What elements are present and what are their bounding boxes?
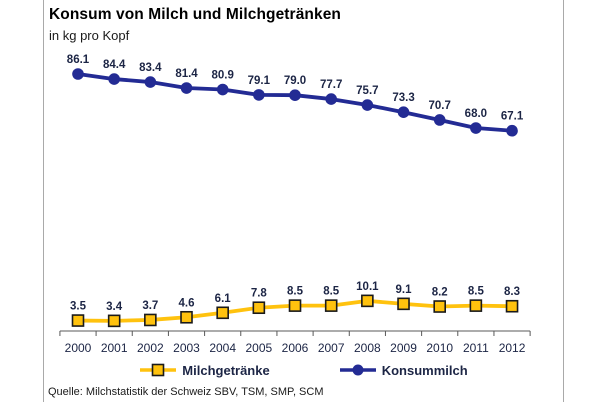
chart-title: Konsum von Milch und Milchgetränken xyxy=(49,6,341,23)
x-tick-label: 2012 xyxy=(499,341,526,355)
milchgetraenke-point xyxy=(71,314,85,327)
konsummilch-point xyxy=(216,83,229,96)
milchgetraenke-point xyxy=(397,297,410,311)
konsummilch-value-label: 86.1 xyxy=(67,54,90,66)
x-tick-label: 2011 xyxy=(463,341,489,355)
line-chart: 2000 2001 2002 2003 2004 2005 2006 2007 2008 2009… xyxy=(59,54,531,355)
milchgetraenke-point xyxy=(469,299,483,312)
konsummilch-point xyxy=(433,114,446,126)
milchgetraenke-value-label: 7.8 xyxy=(251,288,268,300)
milchgetraenke-value-label: 8.5 xyxy=(287,286,304,298)
konsummilch-point xyxy=(289,89,301,101)
milchgetraenke-point xyxy=(433,300,447,313)
milchgetraenke-value-label: 6.1 xyxy=(215,293,232,305)
chart-legend: Milchgetränke Konsummilch xyxy=(44,360,564,380)
konsummilch-value-label: 80.9 xyxy=(211,70,233,82)
milchgetraenke-value-label: 8.5 xyxy=(323,286,340,298)
left-column-rule xyxy=(43,0,44,402)
milchgetraenke-value-label: 3.7 xyxy=(142,300,158,312)
milchgetraenke-value-label: 8.3 xyxy=(504,286,520,298)
konsummilch-point xyxy=(180,82,193,94)
legend-swatch-konsummilch-icon xyxy=(339,364,376,376)
legend-circle-marker-icon xyxy=(352,364,364,376)
konsummilch-point xyxy=(397,106,410,119)
x-tick-label: 2006 xyxy=(282,341,309,355)
konsummilch-value-label: 83.4 xyxy=(139,62,162,74)
milchgetraenke-point xyxy=(180,310,193,324)
milchgetraenke-value-label: 3.5 xyxy=(70,301,87,313)
konsummilch-value-label: 70.7 xyxy=(429,100,451,112)
konsummilch-value-label: 84.4 xyxy=(103,59,126,71)
konsummilch-point xyxy=(253,89,265,101)
milchgetraenke-value-label: 8.2 xyxy=(432,287,448,299)
konsummilch-point xyxy=(72,68,84,80)
konsummilch-value-label: 75.7 xyxy=(356,85,378,97)
milchgetraenke-point xyxy=(252,301,266,315)
konsummilch-value-label: 81.4 xyxy=(175,68,198,80)
x-tick-label: 2009 xyxy=(390,341,417,355)
legend-item-milchgetraenke: Milchgetränke xyxy=(140,362,270,378)
legend-label-milchgetraenke: Milchgetränke xyxy=(182,362,270,378)
milchgetraenke-point xyxy=(107,314,121,328)
milchgetraenke-point xyxy=(288,299,302,312)
legend-square-marker-icon xyxy=(151,363,165,377)
milchgetraenke-point xyxy=(144,313,157,327)
milchgetraenke-value-label: 8.5 xyxy=(468,286,485,298)
right-column-rule xyxy=(563,0,564,402)
milchgetraenke-point xyxy=(361,294,374,308)
milchgetraenke-point xyxy=(216,306,229,320)
x-tick-label: 2008 xyxy=(354,341,381,355)
konsummilch-point xyxy=(108,73,120,85)
x-tick-label: 2005 xyxy=(245,341,272,355)
legend-item-konsummilch: Konsummilch xyxy=(339,362,468,378)
milchgetraenke-value-label: 9.1 xyxy=(396,284,413,296)
chart-subtitle: in kg pro Kopf xyxy=(49,28,130,43)
x-tick-label: 2004 xyxy=(209,341,236,355)
konsummilch-value-label: 79.0 xyxy=(284,75,306,87)
x-tick-label: 2010 xyxy=(426,341,453,355)
konsummilch-value-label: 77.7 xyxy=(320,79,342,91)
milchgetraenke-point xyxy=(324,299,338,312)
konsummilch-value-label: 68.0 xyxy=(465,108,487,120)
milchgetraenke-value-label: 3.4 xyxy=(106,301,123,313)
milchgetraenke-value-label: 4.6 xyxy=(179,297,195,309)
x-tick-label: 2003 xyxy=(173,341,200,355)
konsummilch-point xyxy=(470,122,482,134)
konsummilch-point xyxy=(144,76,157,88)
konsummilch-value-label: 67.1 xyxy=(501,111,524,123)
milchgetraenke-point xyxy=(505,299,519,313)
konsummilch-value-label: 79.1 xyxy=(248,75,271,87)
konsummilch-point xyxy=(361,99,374,111)
konsummilch-value-label: 73.3 xyxy=(392,92,414,104)
x-tick-label: 2007 xyxy=(318,341,345,355)
x-tick-label: 2002 xyxy=(137,341,164,355)
konsummilch-point xyxy=(506,124,518,137)
legend-label-konsummilch: Konsummilch xyxy=(381,362,468,378)
x-tick-label: 2001 xyxy=(101,341,128,355)
konsummilch-point xyxy=(325,93,337,105)
x-tick-label: 2000 xyxy=(65,341,92,355)
source-attribution: Quelle: Milchstatistik der Schweiz SBV, … xyxy=(48,386,324,398)
milchgetraenke-value-label: 10.1 xyxy=(356,281,379,293)
legend-swatch-milchgetraenke-icon xyxy=(140,363,177,377)
